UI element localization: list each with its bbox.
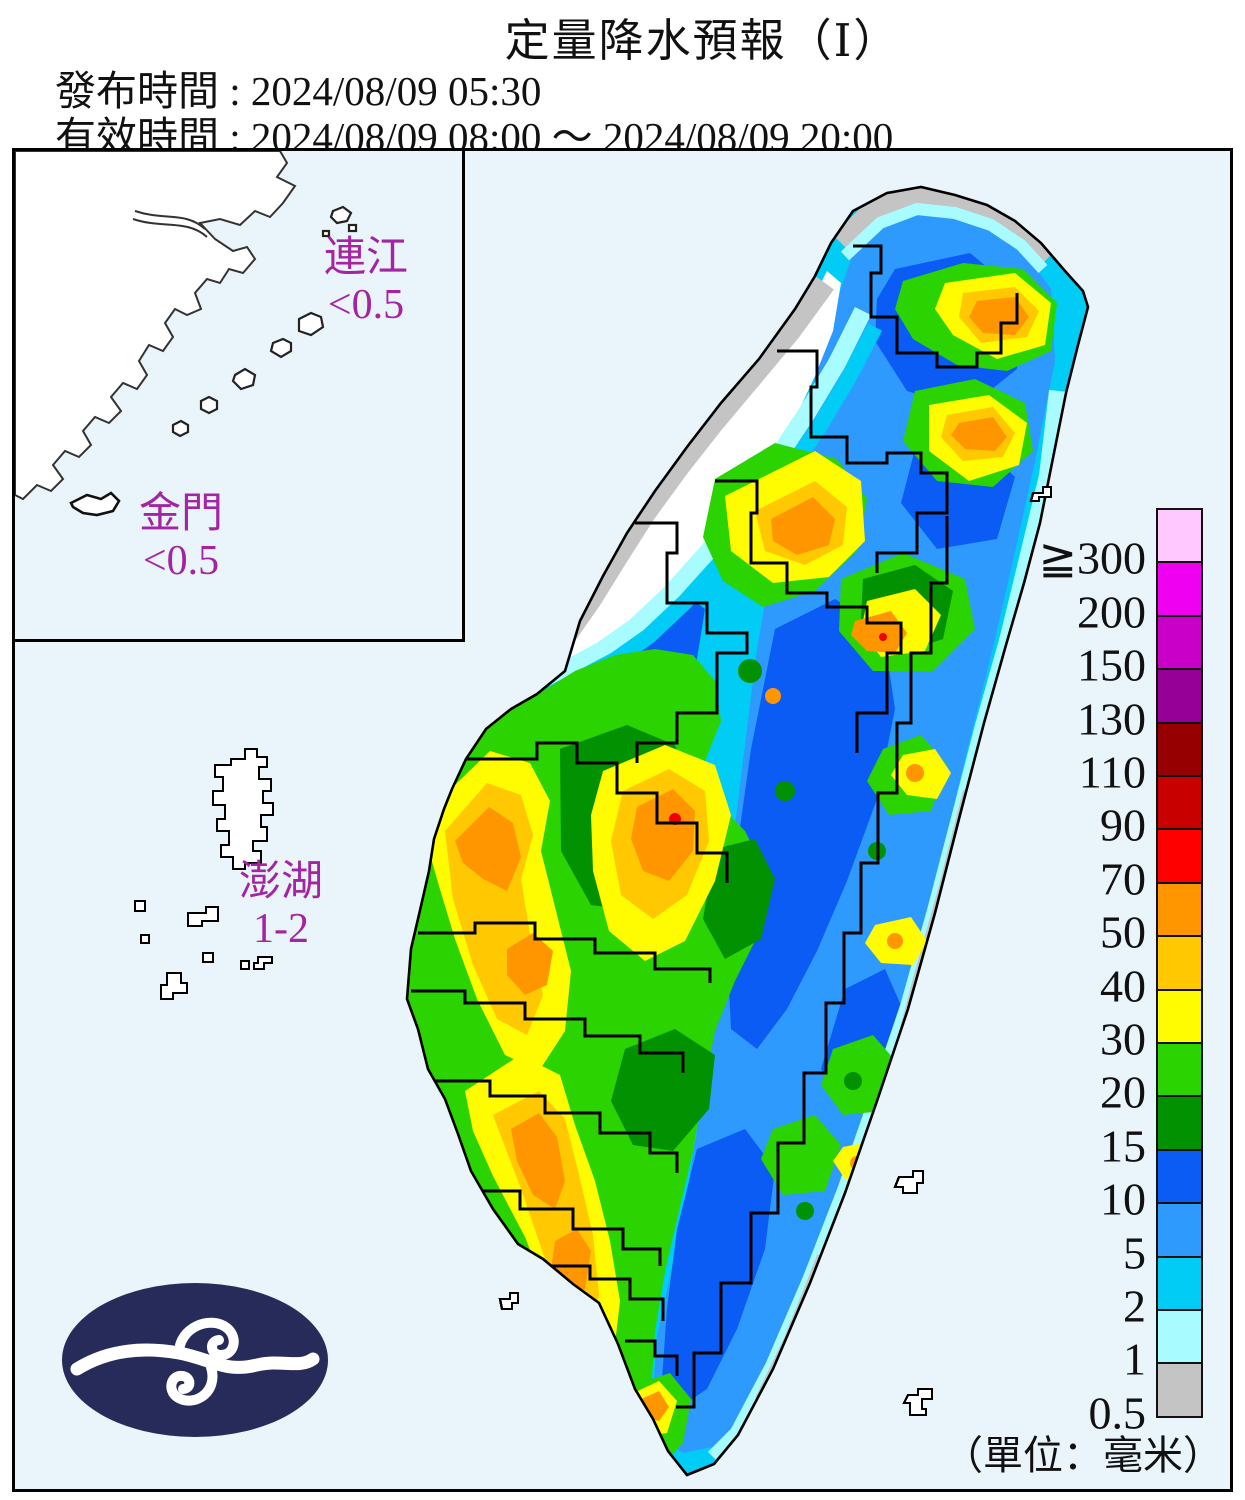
legend-swatch <box>1156 1309 1203 1365</box>
legend-swatch <box>1156 1095 1203 1151</box>
page-title: 定量降水預報（Ⅰ） <box>504 16 901 66</box>
legend-label: 70 <box>1100 853 1146 905</box>
legend-swatch <box>1156 935 1203 991</box>
legend-label: 20 <box>1100 1067 1146 1119</box>
matsu-islands <box>329 205 353 225</box>
lienchiang-label: 連江 <0.5 <box>311 235 421 329</box>
legend-swatch <box>1156 1255 1203 1311</box>
penghu-islands <box>211 747 275 871</box>
legend-swatch <box>1156 1042 1203 1098</box>
inset-coastline-graphic <box>15 151 462 639</box>
legend-label: 90 <box>1100 800 1146 852</box>
precipitation-contours <box>407 187 1069 1467</box>
legend-label: 110 <box>1078 746 1146 798</box>
kinmen-island <box>69 491 121 517</box>
china-coast <box>15 151 297 501</box>
offshore-islands-inset-map: 連江 <0.5 金門 <0.5 <box>12 148 465 642</box>
xiaoliuqiu-island <box>498 1291 520 1311</box>
taiwan-coastline <box>405 185 1090 1477</box>
legend-swatch <box>1156 988 1203 1044</box>
penghu-value: 1-2 <box>253 906 309 952</box>
penghu-name: 澎湖 <box>238 859 323 905</box>
legend-swatch <box>1156 1148 1203 1205</box>
legend-unit-label: （單位：毫米） <box>943 1433 1223 1478</box>
issued-time-line: 發布時間 : 2024/08/09 05:30 <box>55 57 541 117</box>
legend-label: 130 <box>1077 693 1146 745</box>
legend-swatch <box>1156 668 1203 724</box>
legend-label: 1 <box>1123 1334 1146 1386</box>
legend-swatch <box>1156 828 1203 884</box>
issued-time-value: 2024/08/09 05:30 <box>250 68 542 114</box>
legend-swatch <box>1156 1362 1203 1418</box>
county-borders <box>411 244 1019 1409</box>
kinmen-name: 金門 <box>138 491 223 537</box>
legend-label: 40 <box>1100 960 1146 1012</box>
issued-time-label: 發布時間 <box>55 68 219 114</box>
legend-label: 10 <box>1100 1173 1146 1225</box>
lienchiang-name: 連江 <box>323 235 408 281</box>
legend-swatch <box>1156 721 1203 777</box>
legend-label: 0.5 <box>1088 1387 1147 1439</box>
issued-time-colon: : <box>219 68 251 114</box>
legend-label: 50 <box>1100 906 1146 958</box>
legend-label: 15 <box>1100 1120 1146 1172</box>
orchid-island <box>902 1387 934 1417</box>
offshore-islands <box>133 485 1053 1417</box>
legend-swatch <box>1156 614 1203 671</box>
legend-label: 5 <box>1123 1227 1146 1279</box>
map-panel: 連江 <0.5 金門 <0.5 澎湖 1-2 ≧300 200 150 130 110 9… <box>12 148 1233 1492</box>
legend-label: 2 <box>1123 1280 1146 1332</box>
taiwan-precipitation-map <box>133 185 1090 1477</box>
legend-swatch <box>1156 881 1203 938</box>
kinmen-label: 金門 <0.5 <box>131 491 231 585</box>
legend-label: 30 <box>1100 1013 1146 1065</box>
cwa-logo <box>62 1283 328 1437</box>
penghu-label: 澎湖 1-2 <box>211 859 351 953</box>
legend-swatch <box>1156 561 1203 617</box>
valid-time-colon: : <box>219 114 251 160</box>
legend-label: 200 <box>1077 586 1146 638</box>
legend-label: 150 <box>1077 639 1146 691</box>
legend-swatch <box>1156 775 1203 831</box>
legend-label: ≧300 <box>1038 533 1146 585</box>
legend-swatch <box>1156 1202 1203 1258</box>
green-island <box>893 1169 925 1195</box>
kinmen-value: <0.5 <box>142 538 220 584</box>
guishan-island <box>1029 485 1053 503</box>
lienchiang-value: <0.5 <box>327 282 405 328</box>
legend-swatch <box>1156 508 1203 564</box>
